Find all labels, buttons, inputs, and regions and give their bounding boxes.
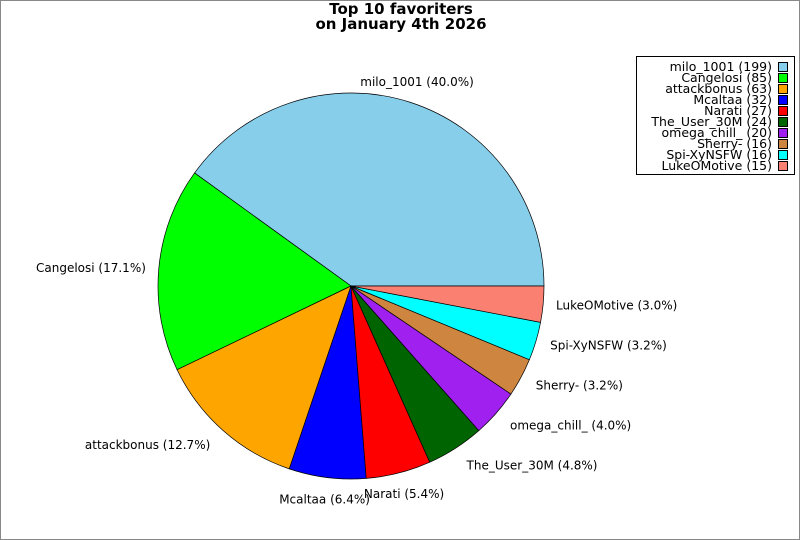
- pie-slice-milo_1001: [194, 92, 545, 287]
- chart-title-line2: on January 4th 2026: [315, 15, 487, 33]
- legend-swatch: [778, 95, 788, 105]
- legend-swatch: [778, 139, 788, 149]
- legend-swatch: [778, 128, 788, 138]
- legend-item: Narati (27): [704, 103, 788, 118]
- slice-label-omega_chill_: omega_chill_ (4.0%): [510, 419, 631, 433]
- legend-label: omega_chill_ (20): [661, 125, 772, 140]
- legend-item: Cangelosi (85): [681, 70, 788, 85]
- legend-item: milo_1001 (199): [669, 59, 788, 74]
- slice-label-lukeomotive: LukeOMotive (3.0%): [556, 298, 677, 312]
- slice-label-cangelosi: Cangelosi (17.1%): [36, 261, 146, 275]
- slice-label-mcaltaa: Mcaltaa (6.4%): [279, 492, 370, 506]
- legend-label: Spi-XyNSFW (16): [666, 147, 772, 162]
- legend-swatch: [778, 73, 788, 83]
- slice-label-sherry-: Sherry- (3.2%): [536, 378, 623, 392]
- legend-swatch: [778, 106, 788, 116]
- legend-swatch: [778, 161, 788, 171]
- legend-label: Sherry- (16): [697, 136, 772, 151]
- legend-swatch: [778, 84, 788, 94]
- legend-item: Spi-XyNSFW (16): [666, 147, 788, 162]
- pie-slice-attackbonus: [176, 285, 352, 470]
- legend-label: milo_1001 (199): [669, 59, 772, 74]
- legend-label: The_User_30M (24): [651, 114, 772, 129]
- legend-item: omega_chill_ (20): [661, 125, 788, 140]
- chart-title-line1: Top 10 favoriters: [329, 0, 473, 18]
- chart-title: Top 10 favoriters on January 4th 2026: [1, 0, 799, 33]
- slice-label-attackbonus: attackbonus (12.7%): [85, 438, 210, 452]
- legend-label: LukeOMotive (15): [661, 158, 772, 173]
- pie-slice-lukeomotive: [350, 285, 545, 323]
- pie-slice-cangelosi: [157, 172, 352, 371]
- legend-item: Mcaltaa (32): [693, 92, 788, 107]
- slice-label-the_user_30m: The_User_30M (4.8%): [466, 458, 598, 472]
- legend-item: attackbonus (63): [665, 81, 788, 96]
- legend-item: Sherry- (16): [697, 136, 788, 151]
- legend-label: attackbonus (63): [665, 81, 772, 96]
- legend-label: Mcaltaa (32): [693, 92, 772, 107]
- legend-item: LukeOMotive (15): [661, 158, 788, 173]
- legend-label: Narati (27): [704, 103, 772, 118]
- legend-item: The_User_30M (24): [651, 114, 788, 129]
- slice-label-spi-xynsfw: Spi-XyNSFW (3.2%): [550, 339, 667, 353]
- slice-label-narati: Narati (5.4%): [364, 487, 444, 501]
- legend-swatch: [778, 62, 788, 72]
- legend-swatch: [778, 150, 788, 160]
- slice-label-milo_1001: milo_1001 (40.0%): [360, 75, 474, 89]
- legend: milo_1001 (199) Cangelosi (85) attackbonus…: [636, 56, 795, 175]
- legend-label: Cangelosi (85): [681, 70, 772, 85]
- legend-swatch: [778, 117, 788, 127]
